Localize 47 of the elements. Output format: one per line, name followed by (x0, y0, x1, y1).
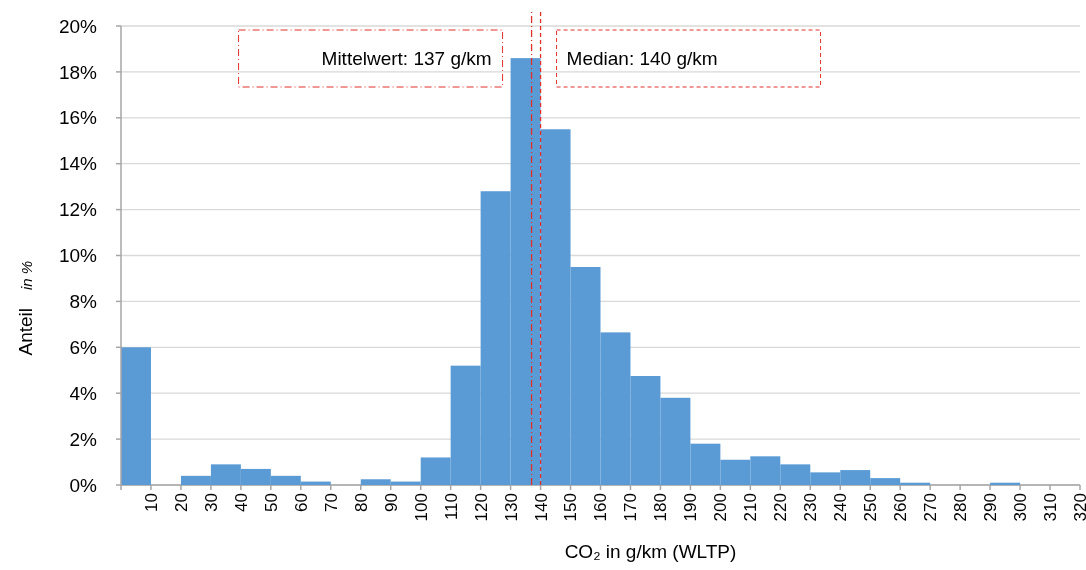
x-tick-label: 240 (831, 493, 851, 522)
x-tick-label: 230 (801, 493, 821, 522)
x-tick-label: 100 (411, 493, 431, 522)
y-tick-label: 2% (69, 428, 98, 450)
x-tick-label: 20 (171, 493, 191, 512)
x-tick-label: 10 (141, 493, 161, 512)
x-tick-label: 160 (591, 493, 611, 522)
y-tick-label: 0% (69, 474, 98, 496)
y-tick-label: 20% (58, 15, 98, 37)
y-tick-label: 14% (58, 153, 98, 175)
x-tick-label: 210 (741, 493, 761, 522)
x-tick-label: 310 (1040, 493, 1060, 522)
x-tick-label: 30 (201, 493, 221, 512)
y-tick-label: 10% (58, 245, 98, 267)
x-tick-label: 220 (771, 493, 791, 522)
y-tick-label: 18% (58, 61, 98, 83)
x-tick-label: 260 (891, 493, 911, 522)
y-tick-label: 12% (58, 199, 98, 221)
y-tick-label: 8% (69, 291, 98, 313)
x-tick-label: 180 (651, 493, 671, 522)
y-axis-title: Anteil in % (15, 260, 36, 356)
x-tick-label: 190 (681, 493, 701, 522)
ref-line-label: Median: 140 g/km (566, 48, 718, 70)
x-tick-label: 250 (861, 493, 881, 522)
x-tick-label: 60 (291, 493, 311, 512)
x-tick-label: 300 (1011, 493, 1031, 522)
x-tick-label: 130 (501, 493, 521, 522)
x-tick-label: 150 (561, 493, 581, 522)
x-tick-label: 120 (471, 493, 491, 522)
x-tick-label: 40 (231, 493, 251, 512)
y-tick-label: 16% (58, 107, 98, 129)
x-tick-label: 170 (621, 493, 641, 522)
x-tick-label: 80 (351, 493, 371, 512)
x-axis-title: CO₂ in g/km (WLTP) (564, 541, 737, 562)
x-tick-label: 110 (441, 493, 461, 521)
x-tick-label: 70 (321, 493, 341, 512)
ref-line-label: Mittelwert: 137 g/km (321, 48, 492, 70)
x-tick-label: 50 (261, 493, 281, 512)
y-tick-label: 4% (69, 382, 98, 404)
x-tick-label: 140 (531, 493, 551, 522)
x-tick-label: 290 (981, 493, 1001, 522)
x-tick-label: 280 (951, 493, 971, 522)
y-tick-label: 6% (69, 336, 98, 358)
x-tick-label: 200 (711, 493, 731, 522)
x-tick-label: 270 (921, 493, 941, 522)
x-tick-label: 90 (381, 493, 401, 512)
x-tick-label: 320 (1070, 493, 1086, 522)
